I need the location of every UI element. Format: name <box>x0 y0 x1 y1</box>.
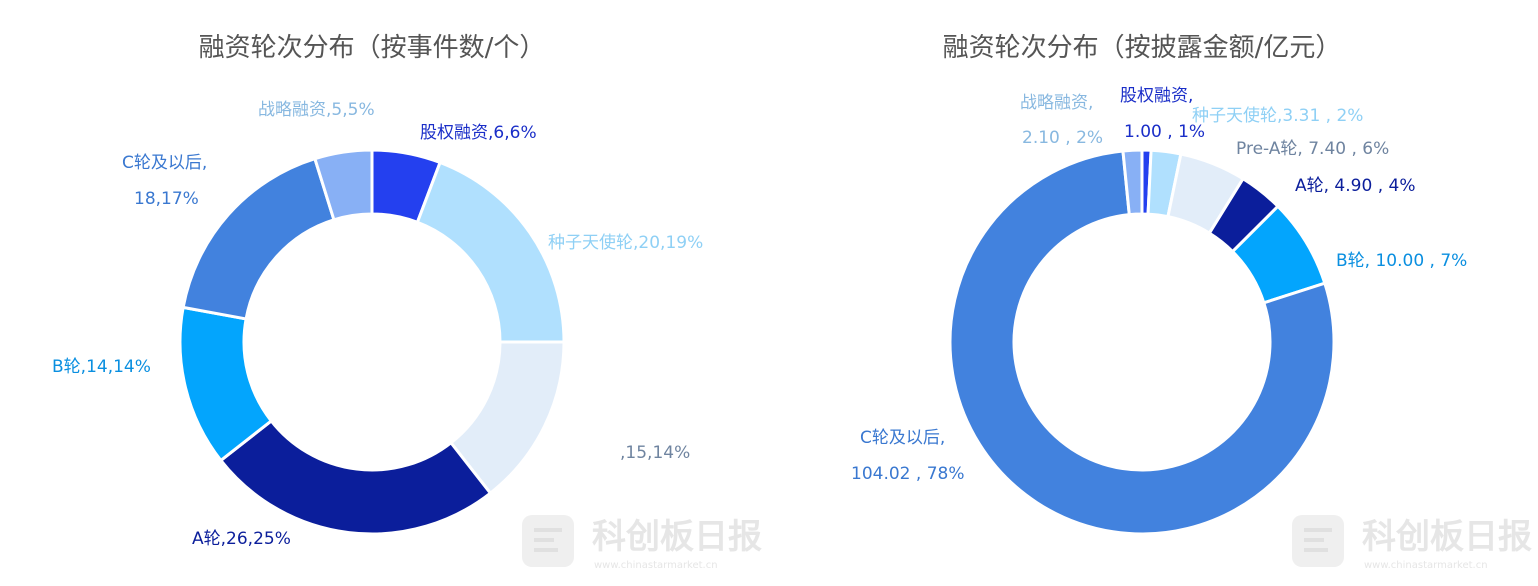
watermark-url: www.chinastarmarket.cn <box>1364 560 1488 571</box>
label-count-a: A轮,26,25% <box>192 529 291 549</box>
label-amount-equity: 股权融资, <box>1120 86 1193 106</box>
watermark-right: 科创板日报 www.chinastarmarket.cn <box>1292 515 1532 571</box>
donut-slice-0-1 <box>415 160 566 344</box>
chart-title-amount: 融资轮次分布（按披露金额/亿元） <box>943 33 1342 63</box>
label-amount-c: C轮及以后, <box>860 428 945 448</box>
label-count-c: C轮及以后, <box>122 153 207 173</box>
donut-count <box>178 148 566 536</box>
label-count-unnamed: ,15,14% <box>620 443 690 463</box>
donut-slice-0-6 <box>313 148 374 222</box>
label-count-equity: 股权融资,6,6% <box>420 123 537 143</box>
label-count-c-values: 18,17% <box>134 189 199 209</box>
watermark-left: 科创板日报 www.chinastarmarket.cn <box>522 515 762 571</box>
watermark-name: 科创板日报 <box>1362 517 1532 557</box>
label-count-b: B轮,14,14% <box>52 357 151 377</box>
label-amount-strategic: 战略融资, <box>1020 93 1093 113</box>
watermark-url: www.chinastarmarket.cn <box>594 560 718 571</box>
donut-slice-1-6 <box>1121 148 1144 217</box>
label-amount-c-values: 104.02 , 78% <box>851 464 964 484</box>
label-amount-a: A轮, 4.90 , 4% <box>1295 176 1415 196</box>
chart-title-count: 融资轮次分布（按事件数/个） <box>199 33 546 63</box>
donut-slice-0-5 <box>181 156 336 321</box>
donut-slice-0-3 <box>218 418 493 536</box>
donut-slice-1-5 <box>948 149 1336 536</box>
donut-amount <box>948 148 1336 536</box>
label-count-strategic: 战略融资,5,5% <box>258 100 375 120</box>
label-amount-seed: 种子天使轮,3.31 , 2% <box>1192 105 1363 126</box>
watermark-name: 科创板日报 <box>592 517 762 557</box>
label-amount-equity-values: 1.00 , 1% <box>1124 122 1205 142</box>
label-amount-strategic-values: 2.10 , 2% <box>1022 128 1103 148</box>
label-count-seed: 种子天使轮,20,19% <box>548 232 703 253</box>
label-amount-b: B轮, 10.00 , 7% <box>1336 251 1467 271</box>
label-amount-prea: Pre-A轮, 7.40 , 6% <box>1236 139 1389 159</box>
